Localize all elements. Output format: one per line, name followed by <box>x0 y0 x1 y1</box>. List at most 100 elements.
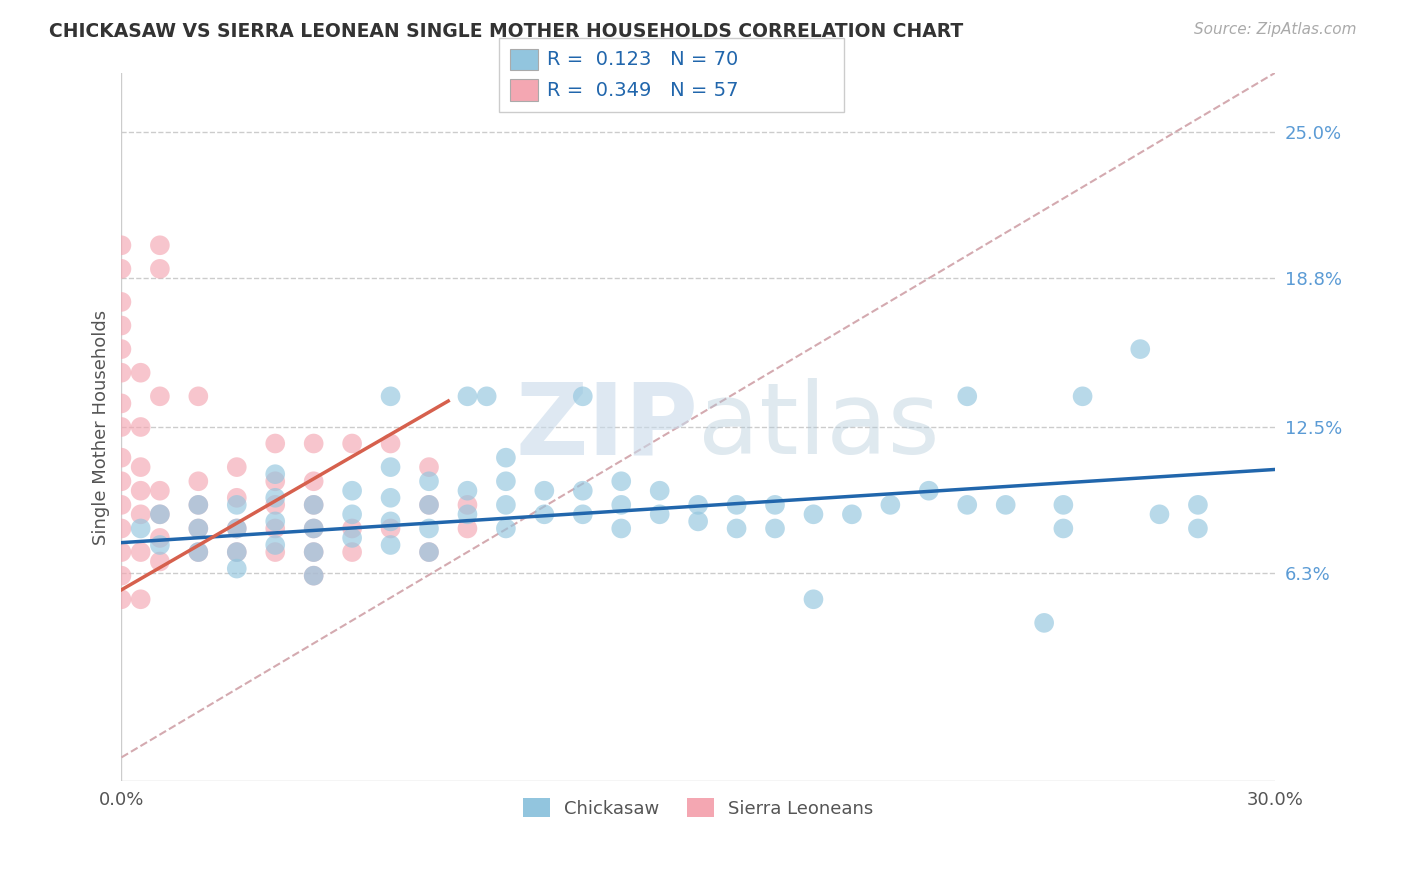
Point <box>302 436 325 450</box>
Point <box>129 592 152 607</box>
Point <box>763 521 786 535</box>
Point <box>187 545 209 559</box>
Point <box>456 483 478 498</box>
Point <box>495 521 517 535</box>
Point <box>110 318 132 333</box>
Point <box>340 483 363 498</box>
Point <box>129 545 152 559</box>
Point <box>495 450 517 465</box>
Point <box>149 554 172 568</box>
Point <box>264 521 287 535</box>
Point <box>264 491 287 505</box>
Point <box>340 531 363 545</box>
Point <box>110 521 132 535</box>
Point <box>110 342 132 356</box>
Point <box>225 491 247 505</box>
Point <box>456 521 478 535</box>
Point <box>149 538 172 552</box>
Point <box>110 545 132 559</box>
Point <box>129 483 152 498</box>
Point <box>803 592 825 607</box>
Point <box>610 498 633 512</box>
Point <box>264 545 287 559</box>
Point <box>456 508 478 522</box>
Text: R =  0.349   N = 57: R = 0.349 N = 57 <box>547 80 738 100</box>
Point <box>1187 521 1209 535</box>
Point <box>110 498 132 512</box>
Point <box>1052 521 1074 535</box>
Point <box>725 498 748 512</box>
Point <box>380 491 402 505</box>
Point <box>340 521 363 535</box>
Point <box>418 545 440 559</box>
Point <box>918 483 941 498</box>
Point <box>994 498 1017 512</box>
Point <box>110 261 132 276</box>
Point <box>110 592 132 607</box>
Point <box>110 475 132 489</box>
Point <box>225 521 247 535</box>
Point <box>340 508 363 522</box>
Point <box>725 521 748 535</box>
Point <box>225 545 247 559</box>
Point <box>572 508 595 522</box>
Point <box>302 545 325 559</box>
Point <box>340 545 363 559</box>
Point <box>648 483 671 498</box>
Text: atlas: atlas <box>699 378 939 475</box>
Point <box>456 498 478 512</box>
Point <box>264 475 287 489</box>
Point <box>688 515 710 529</box>
Point <box>149 261 172 276</box>
Point <box>495 498 517 512</box>
Point <box>149 483 172 498</box>
Point <box>879 498 901 512</box>
Point <box>187 521 209 535</box>
Point <box>1033 615 1056 630</box>
Point <box>533 483 555 498</box>
Point <box>225 545 247 559</box>
Text: CHICKASAW VS SIERRA LEONEAN SINGLE MOTHER HOUSEHOLDS CORRELATION CHART: CHICKASAW VS SIERRA LEONEAN SINGLE MOTHE… <box>49 22 963 41</box>
Point <box>1129 342 1152 356</box>
Text: ZIP: ZIP <box>515 378 699 475</box>
Point <box>1071 389 1094 403</box>
Point <box>187 389 209 403</box>
Point <box>418 460 440 475</box>
Point <box>149 508 172 522</box>
Point <box>302 568 325 582</box>
Point <box>264 436 287 450</box>
Point <box>648 508 671 522</box>
Point <box>110 396 132 410</box>
Point <box>418 498 440 512</box>
Point <box>264 515 287 529</box>
Point <box>110 366 132 380</box>
Point <box>187 498 209 512</box>
Text: Source: ZipAtlas.com: Source: ZipAtlas.com <box>1194 22 1357 37</box>
Text: R =  0.123   N = 70: R = 0.123 N = 70 <box>547 50 738 70</box>
Point <box>418 475 440 489</box>
Point <box>572 483 595 498</box>
Point <box>264 538 287 552</box>
Point <box>129 460 152 475</box>
Point <box>302 568 325 582</box>
Point <box>110 568 132 582</box>
Point <box>380 389 402 403</box>
Point <box>380 521 402 535</box>
Point <box>110 450 132 465</box>
Y-axis label: Single Mother Households: Single Mother Households <box>93 310 110 544</box>
Point <box>264 467 287 482</box>
Point <box>129 420 152 434</box>
Point <box>475 389 498 403</box>
Point <box>380 515 402 529</box>
Point <box>187 545 209 559</box>
Point <box>380 538 402 552</box>
Point <box>110 238 132 252</box>
Point <box>1149 508 1171 522</box>
Point <box>302 521 325 535</box>
Point <box>418 521 440 535</box>
Point <box>129 366 152 380</box>
Point <box>149 508 172 522</box>
Point <box>380 460 402 475</box>
Point <box>1187 498 1209 512</box>
Point <box>688 498 710 512</box>
